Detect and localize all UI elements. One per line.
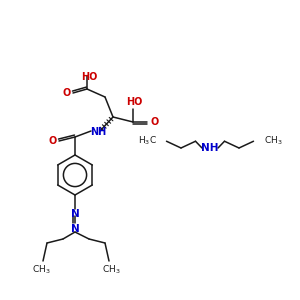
Text: CH$_3$: CH$_3$ [32,264,50,276]
Text: N: N [70,224,80,234]
Text: H$_3$C: H$_3$C [138,135,157,148]
Text: HO: HO [81,72,97,82]
Text: N: N [70,209,80,219]
Text: CH$_3$: CH$_3$ [263,135,282,148]
Text: O: O [63,88,71,98]
Text: O: O [49,136,57,146]
Text: HO: HO [126,97,142,107]
Text: NH: NH [90,127,106,137]
Text: NH: NH [201,143,219,153]
Text: CH$_3$: CH$_3$ [102,264,120,276]
Text: O: O [151,117,159,127]
